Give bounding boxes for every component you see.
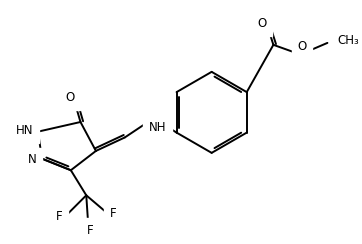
Text: O: O (298, 40, 307, 53)
Text: O: O (257, 17, 266, 30)
Text: CH₃: CH₃ (337, 34, 359, 48)
Text: HN: HN (16, 124, 33, 137)
Text: N: N (28, 153, 37, 166)
Text: F: F (87, 224, 93, 236)
Text: F: F (56, 210, 63, 223)
Text: O: O (65, 92, 75, 104)
Text: NH: NH (149, 121, 167, 134)
Text: F: F (110, 207, 117, 220)
